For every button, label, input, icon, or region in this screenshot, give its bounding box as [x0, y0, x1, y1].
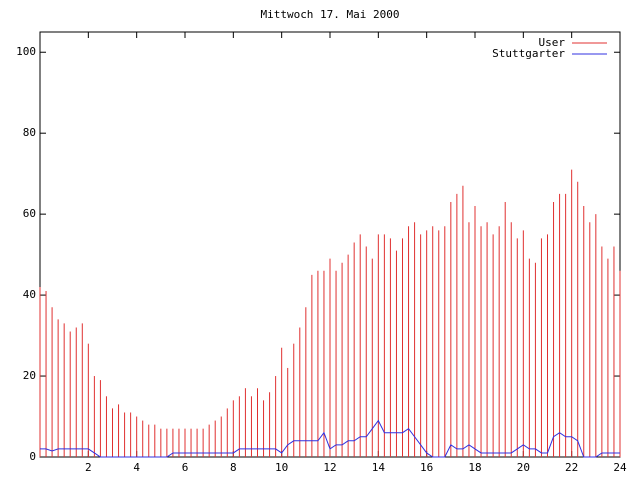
x-tick-label: 12: [323, 461, 336, 474]
line: [40, 419, 620, 458]
x-tick-label: 14: [372, 461, 386, 474]
x-tick-label: 22: [565, 461, 578, 474]
x-tick-label: 16: [420, 461, 433, 474]
x-tick-label: 6: [182, 461, 189, 474]
x-tick-label: 2: [85, 461, 92, 474]
y-tick-label: 100: [16, 45, 36, 58]
chart-title: Mittwoch 17. Mai 2000: [260, 8, 399, 21]
x-tick-label: 20: [517, 461, 530, 474]
y-tick-label: 40: [23, 288, 36, 301]
y-tick-label: 60: [23, 207, 36, 220]
x-tick-label: 10: [275, 461, 288, 474]
x-tick-label: 24: [613, 461, 627, 474]
x-tick-label: 4: [133, 461, 140, 474]
x-tick-label: 8: [230, 461, 237, 474]
legend-label: Stuttgarter: [492, 47, 565, 60]
y-tick-label: 0: [29, 450, 36, 463]
y-tick-label: 80: [23, 126, 36, 139]
legend-label: User: [539, 36, 566, 49]
x-tick-label: 18: [468, 461, 481, 474]
y-tick-label: 20: [23, 369, 36, 382]
